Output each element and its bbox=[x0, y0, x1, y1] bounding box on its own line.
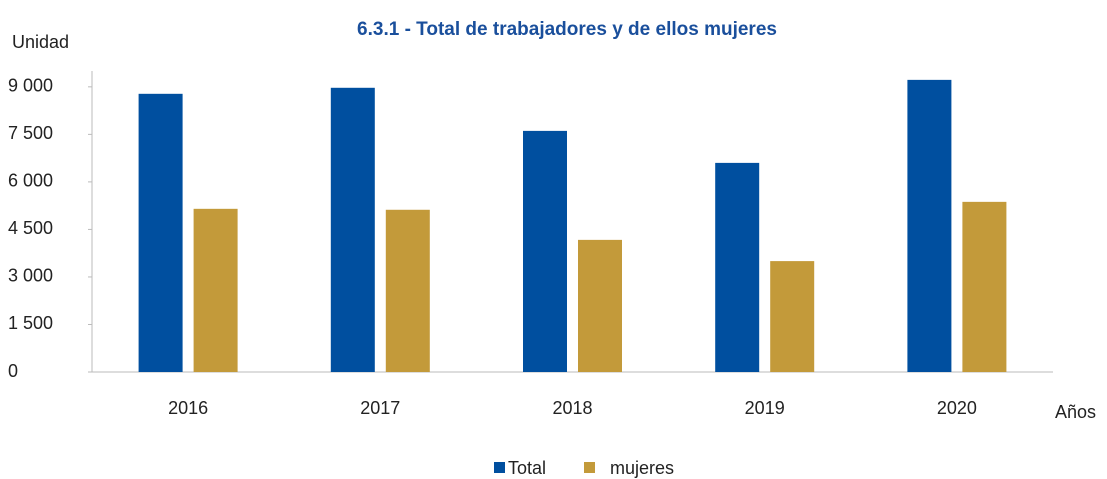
y-tick-label: 6 000 bbox=[8, 171, 53, 191]
bar bbox=[578, 239, 622, 372]
y-tick-label: 1 500 bbox=[8, 313, 53, 333]
y-tick-label: 9 000 bbox=[8, 76, 53, 96]
x-tick-label: 2020 bbox=[937, 398, 977, 418]
y-tick-label: 7 500 bbox=[8, 123, 53, 143]
y-tick-label: 3 000 bbox=[8, 266, 53, 286]
bar bbox=[770, 261, 815, 372]
legend-swatch bbox=[584, 462, 595, 473]
x-tick-label: 2016 bbox=[168, 398, 208, 418]
y-axis-label: Unidad bbox=[12, 32, 69, 52]
bar bbox=[330, 87, 375, 372]
bar bbox=[962, 201, 1007, 372]
chart-title: 6.3.1 - Total de trabajadores y de ellos… bbox=[357, 19, 777, 40]
bar bbox=[385, 209, 430, 372]
y-tick-label: 0 bbox=[8, 361, 18, 381]
y-tick-label: 4 500 bbox=[8, 218, 53, 238]
legend-label: mujeres bbox=[610, 458, 674, 478]
bar bbox=[193, 208, 238, 372]
x-tick-label: 2018 bbox=[552, 398, 592, 418]
bar bbox=[523, 130, 567, 372]
legend-label: Total bbox=[508, 458, 546, 478]
x-tick-label: 2017 bbox=[360, 398, 400, 418]
x-axis-label: Años bbox=[1055, 402, 1096, 422]
x-tick-label: 2019 bbox=[745, 398, 785, 418]
legend-swatch bbox=[494, 462, 505, 473]
bar bbox=[907, 79, 952, 372]
bar bbox=[138, 93, 183, 373]
bar bbox=[715, 162, 760, 372]
